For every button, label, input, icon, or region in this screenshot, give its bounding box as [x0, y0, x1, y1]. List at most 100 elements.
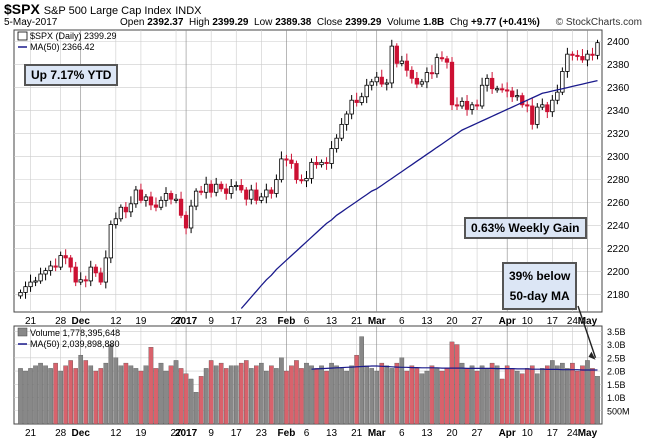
volume-bar [434, 368, 440, 425]
volume-bar [153, 368, 159, 425]
candle-body [314, 161, 319, 166]
x-tick-label-bottom: 20 [446, 428, 458, 439]
candle-body [239, 184, 244, 191]
candle-body [138, 189, 144, 201]
x-tick-label-bottom: 12 [110, 428, 122, 439]
candle-body [53, 265, 58, 268]
x-tick-label-bottom: 6 [399, 428, 405, 439]
candle-body [108, 224, 113, 259]
below-ma-annotation: 39% below 50-day MA [502, 262, 578, 310]
x-tick-label: 27 [170, 316, 182, 327]
index-name: S&P 500 Large Cap Index [43, 5, 172, 17]
volume-bar [575, 370, 580, 425]
weekly-gain-annotation: 0.63% Weekly Gain [464, 217, 587, 239]
x-tick-label-bottom: 28 [55, 428, 67, 439]
candle-body [489, 77, 495, 90]
volume-bar [269, 365, 274, 425]
volume-bar [279, 357, 284, 425]
candle-body [389, 45, 394, 84]
candle-body [203, 183, 209, 193]
candle-body [309, 161, 314, 179]
candle-body [394, 45, 399, 64]
candle-body [550, 99, 555, 113]
price-tick-label: 2300 [607, 152, 630, 163]
candle-body [419, 81, 425, 85]
x-tick-label-bottom: 13 [326, 428, 338, 439]
x-tick-label-bottom: 9 [208, 428, 214, 439]
candle-body [209, 183, 214, 193]
candle-body [83, 279, 88, 282]
x-tick-label-bottom: Apr [499, 428, 516, 439]
volume-bar [83, 360, 89, 425]
candle-body [143, 196, 149, 201]
volume-bar [264, 370, 269, 425]
x-tick-label: 28 [55, 316, 67, 327]
candle-body [374, 76, 379, 83]
volume-bar [259, 362, 264, 425]
candle-body [289, 159, 294, 164]
watermark: © StockCharts.com [555, 17, 642, 28]
x-tick-label-bottom: May [578, 428, 598, 439]
candle-body [349, 99, 354, 115]
volume-bar [484, 368, 490, 425]
price-ma50-line [240, 79, 598, 309]
candle-body [555, 91, 560, 101]
volume-bar [329, 362, 334, 425]
volume-bar [560, 362, 565, 425]
candle-body [530, 105, 535, 125]
volume-bar [444, 368, 450, 425]
volume-bar [389, 368, 395, 425]
price-tick-label: 2340 [607, 106, 630, 117]
volume-bar [188, 378, 194, 425]
candle-body [43, 270, 48, 275]
candle-body [339, 123, 344, 139]
candle-body [540, 104, 545, 108]
chg-label: Chg [449, 17, 469, 28]
volume-bar [344, 370, 349, 425]
volume-bar [404, 370, 410, 425]
volume-bar [58, 370, 63, 425]
x-tick-label: 20 [446, 316, 458, 327]
price-tick-label: 2400 [607, 37, 630, 48]
candle-body [510, 90, 515, 98]
candle-body [449, 61, 455, 106]
volume-bar [208, 360, 214, 425]
volume-bar [459, 362, 465, 425]
volume-bar [469, 365, 475, 425]
volume-bar [289, 365, 294, 425]
volume-bar [439, 370, 445, 425]
candle-body [249, 189, 254, 200]
price-tick-label: 2220 [607, 244, 630, 255]
x-tick-label-bottom: 10 [522, 428, 534, 439]
candle-body [178, 198, 184, 216]
volume-label: Volume [386, 17, 421, 28]
candle-body [379, 76, 384, 85]
volume-tick-label: 1.0B [607, 393, 626, 403]
volume-bar [133, 368, 139, 425]
x-tick-label-bottom: 27 [472, 428, 484, 439]
volume-bar [364, 365, 370, 425]
vol-ma-legend: MA(50) 2,039,898,880 [30, 339, 120, 349]
candle-body [354, 99, 359, 103]
volume-tick-label: 2.0B [607, 367, 626, 377]
volume-bar [304, 362, 309, 425]
candle-body [590, 53, 595, 56]
candle-body [214, 183, 219, 193]
volume-bar [550, 360, 555, 425]
candle-body [103, 257, 108, 283]
candle-body [158, 199, 164, 208]
volume-bar [73, 368, 79, 425]
x-tick-label: 27 [472, 316, 484, 327]
x-tick-label: 6 [399, 316, 405, 327]
volume-bar [545, 365, 550, 425]
x-tick-label-bottom: 19 [135, 428, 147, 439]
volume-bar [103, 362, 109, 425]
volume-bar [284, 370, 289, 425]
volume-bar [138, 370, 144, 425]
candle-body [464, 100, 470, 110]
candle-body [98, 272, 103, 283]
volume-legend: Volume 1,778,395,648 [30, 328, 120, 338]
x-tick-label-bottom: 2017 [175, 428, 198, 439]
volume-bar [354, 354, 359, 425]
price-tick-label: 2260 [607, 198, 630, 209]
